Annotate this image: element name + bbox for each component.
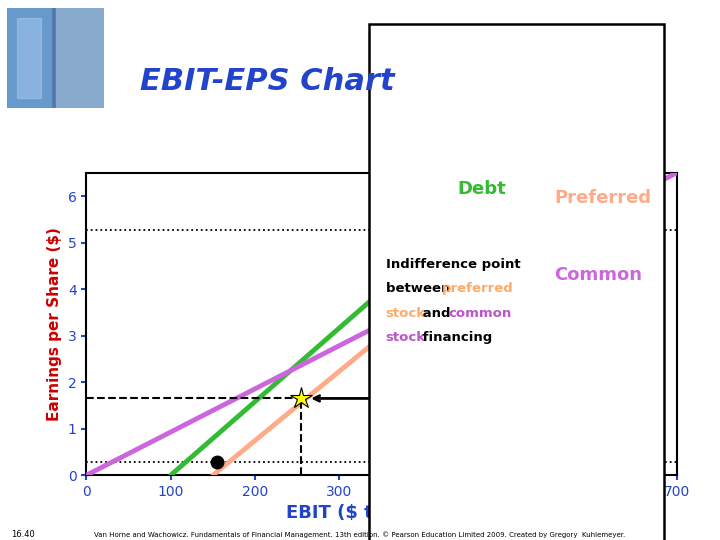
Text: and: and — [418, 307, 455, 320]
Text: stock: stock — [386, 307, 426, 320]
Text: 16.40: 16.40 — [11, 530, 35, 539]
Text: Debt: Debt — [457, 180, 506, 198]
Text: Indifference point: Indifference point — [386, 258, 521, 271]
Y-axis label: Earnings per Share ($): Earnings per Share ($) — [48, 227, 62, 421]
Bar — [17, 18, 41, 98]
FancyBboxPatch shape — [369, 24, 664, 540]
Text: Common: Common — [554, 266, 642, 284]
Text: financing: financing — [418, 330, 492, 344]
X-axis label: EBIT ($ thousands): EBIT ($ thousands) — [286, 504, 477, 523]
Text: between: between — [386, 282, 455, 295]
Text: common: common — [449, 307, 511, 320]
Text: EBIT-EPS Chart: EBIT-EPS Chart — [140, 68, 395, 97]
Text: stock: stock — [386, 330, 426, 344]
Bar — [7, 8, 51, 108]
Text: Van Horne and Wachowicz. Fundamentals of Financial Management. 13th edition. © P: Van Horne and Wachowicz. Fundamentals of… — [94, 531, 626, 538]
Text: Preferred: Preferred — [554, 189, 652, 207]
Text: preferred: preferred — [442, 282, 514, 295]
Bar — [56, 8, 104, 108]
